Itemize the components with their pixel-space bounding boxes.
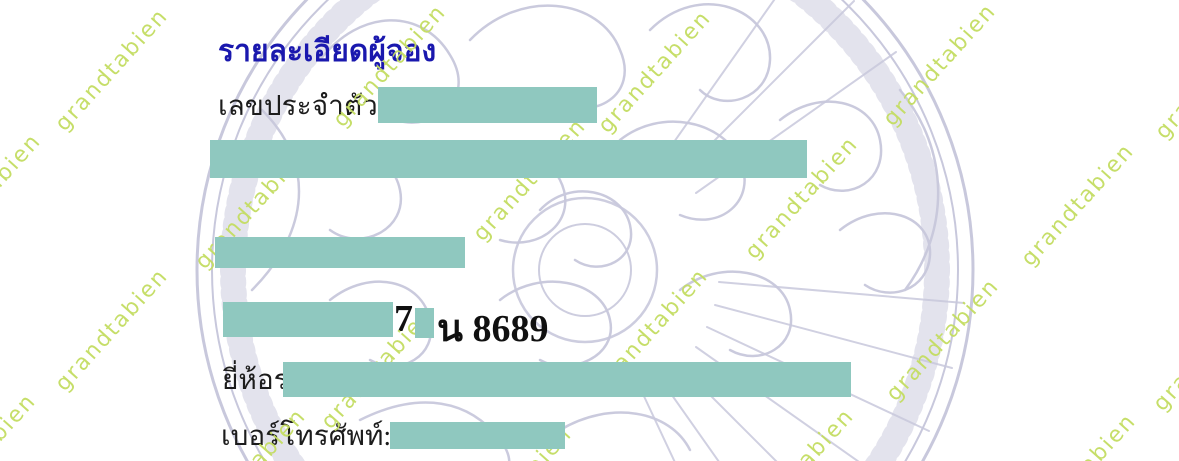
field-label-id-number: เลขประจำตัว: <box>218 91 386 122</box>
redaction-box-car-brand <box>283 362 851 397</box>
plate-number-digit: 7 <box>394 298 413 340</box>
redaction-box-phone <box>390 422 565 449</box>
redaction-box-detail <box>215 237 465 268</box>
redaction-box-name <box>210 140 807 178</box>
plate-number-text: น 8689 <box>437 308 549 350</box>
redaction-box-id-number <box>378 87 597 123</box>
redaction-box-plate-letter <box>415 308 434 338</box>
redaction-box-plate-prefix <box>223 302 393 337</box>
page-title: รายละเอียดผู้จอง <box>218 34 437 69</box>
field-label-phone: เบอร์โทรศัพท์: <box>221 421 392 452</box>
